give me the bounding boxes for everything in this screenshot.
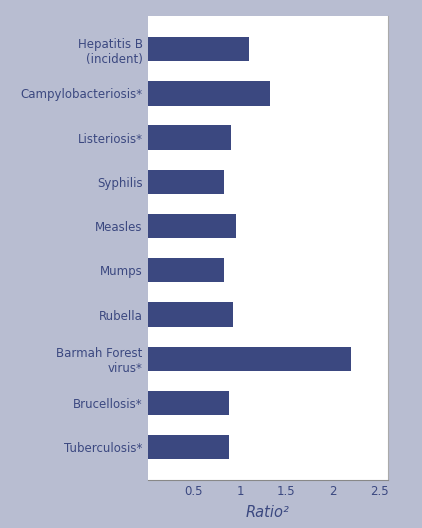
Bar — [148, 303, 233, 327]
Bar — [148, 169, 224, 194]
Bar — [148, 346, 351, 371]
Bar — [148, 81, 270, 106]
Bar — [148, 214, 235, 238]
Bar — [148, 37, 249, 61]
Bar — [148, 435, 229, 459]
Bar — [148, 258, 224, 282]
Bar — [148, 126, 231, 150]
X-axis label: Ratio²: Ratio² — [246, 505, 290, 520]
Bar — [148, 391, 229, 415]
